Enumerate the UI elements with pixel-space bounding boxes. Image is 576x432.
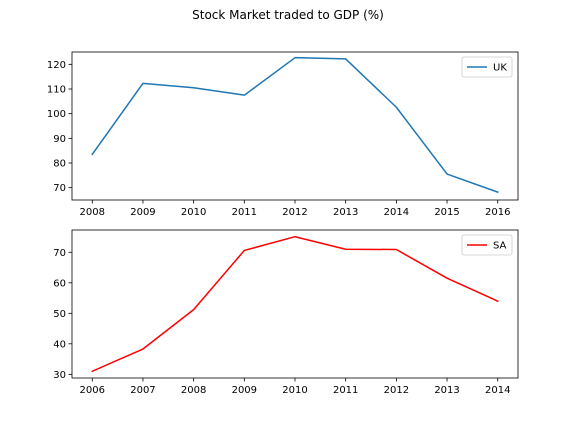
legend-label-uk: UK [493,63,507,74]
x-tick-label: 2009 [232,385,257,396]
y-tick-label: 70 [53,248,66,259]
legend: UK [461,56,513,78]
x-tick-label: 2013 [333,207,358,218]
x-tick-label: 2008 [80,207,105,218]
x-tick-label: 2009 [130,207,155,218]
x-tick-label: 2012 [282,207,307,218]
legend: SA [461,234,513,256]
figure-title: Stock Market traded to GDP (%) [192,8,384,22]
y-tick-label: 110 [47,85,66,96]
x-tick-label: 2008 [181,385,206,396]
x-tick-label: 2014 [384,207,409,218]
x-tick-label: 2007 [130,385,155,396]
x-tick-label: 2010 [282,385,307,396]
y-tick-label: 120 [47,60,66,71]
y-tick-label: 80 [53,159,66,170]
x-tick-label: 2011 [232,207,257,218]
y-tick-label: 100 [47,109,66,120]
series-line-sa [91,235,499,373]
x-tick-label: 2006 [80,385,105,396]
x-tick-label: 2014 [485,385,510,396]
series-line-uk [91,56,499,194]
y-tick-label: 60 [53,278,66,289]
y-tick-label: 70 [53,183,66,194]
y-tick-label: 30 [53,370,66,381]
legend-label-sa: SA [493,241,507,252]
uk-chart: 2008 2009 2010 2011 2012 2013 2014 2015 2016 70 80… [47,51,519,218]
x-tick-label: 2012 [384,385,409,396]
y-tick-label: 40 [53,339,66,350]
y-tick-label: 50 [53,309,66,320]
x-tick-label: 2013 [434,385,459,396]
sa-chart: 2006 2007 2008 2009 2010 2011 2012 2013 2014 30 40… [53,229,519,396]
x-tick-label: 2015 [434,207,459,218]
x-tick-label: 2011 [333,385,358,396]
x-tick-label: 2016 [485,207,510,218]
y-tick-label: 90 [53,134,66,145]
x-tick-label: 2010 [181,207,206,218]
